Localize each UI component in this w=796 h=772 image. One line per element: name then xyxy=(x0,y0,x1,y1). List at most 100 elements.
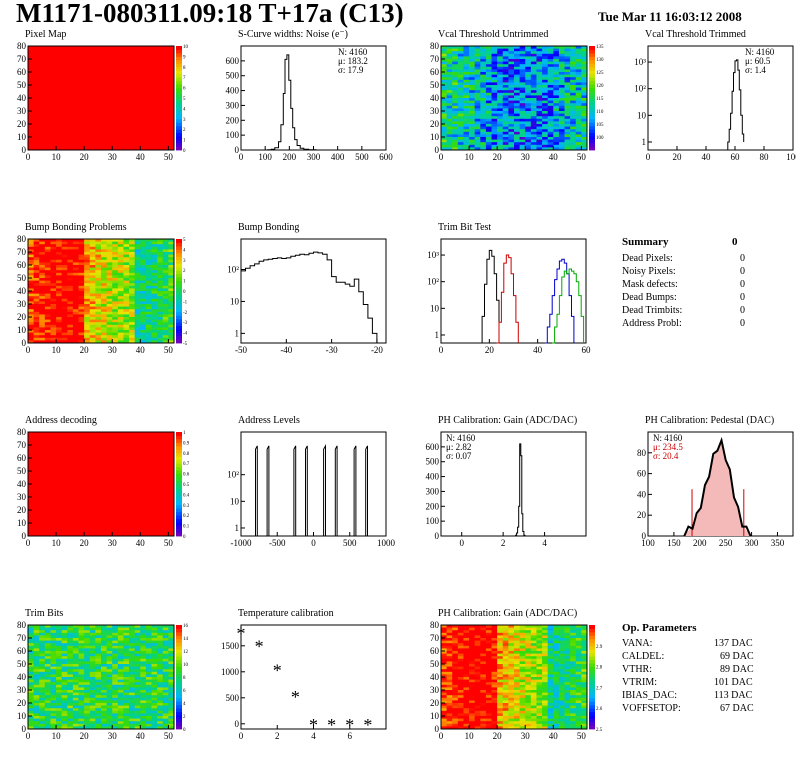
heatmap-cell xyxy=(497,137,504,140)
heatmap-cell xyxy=(497,692,504,696)
heatmap-cell xyxy=(72,632,79,636)
heatmap-cell xyxy=(95,705,102,709)
heatmap-cell xyxy=(117,262,124,266)
heatmap-cell xyxy=(581,671,588,675)
heatmap-cell xyxy=(61,690,68,693)
heatmap-cell xyxy=(502,643,509,647)
heatmap-cell xyxy=(502,108,509,112)
heatmap-cell xyxy=(117,283,124,287)
heatmap-cell xyxy=(553,713,560,717)
heatmap-cell xyxy=(101,630,108,634)
heatmap-cell xyxy=(95,671,102,675)
heatmap-cell xyxy=(446,653,453,657)
heatmap-cell xyxy=(553,677,560,680)
heatmap-cell xyxy=(145,241,152,245)
heatmap-cell xyxy=(474,721,481,725)
y-tick-label: 1 xyxy=(235,328,240,338)
heatmap-cell xyxy=(547,48,554,52)
heatmap-cell xyxy=(78,695,85,699)
heatmap-cell xyxy=(570,630,577,634)
heatmap-cell xyxy=(446,674,453,678)
heatmap-cell xyxy=(84,252,91,255)
heatmap-cell xyxy=(514,721,521,725)
heatmap-cell xyxy=(157,695,164,699)
heatmap-cell xyxy=(553,82,560,86)
pedestal-fill xyxy=(684,444,751,536)
heatmap-cell xyxy=(497,700,504,704)
heatmap-cell xyxy=(33,716,40,719)
heatmap-cell xyxy=(67,669,74,673)
heatmap-cell xyxy=(502,137,509,140)
heatmap-cell xyxy=(140,254,147,258)
heatmap-cell xyxy=(89,677,96,680)
heatmap-cell xyxy=(581,645,588,649)
heatmap-cell xyxy=(89,330,96,333)
heatmap-cell xyxy=(151,291,158,294)
heatmap-cell xyxy=(575,59,582,62)
heatmap-cell xyxy=(469,671,476,675)
x-tick-label: 20 xyxy=(493,731,503,741)
heatmap-cell xyxy=(491,98,498,101)
heatmap-cell xyxy=(469,723,476,727)
y-tick-label: 0 xyxy=(435,724,440,734)
heatmap-cell xyxy=(452,708,459,712)
heatmap-cell xyxy=(33,635,40,639)
heatmap-cell xyxy=(497,56,504,60)
heatmap-cell xyxy=(89,254,96,258)
heatmap-cell xyxy=(28,695,35,699)
heatmap-cell xyxy=(530,695,537,699)
heatmap-cell xyxy=(33,682,40,686)
heatmap-cell xyxy=(39,705,46,709)
heatmap-cell xyxy=(78,671,85,675)
heatmap-cell xyxy=(575,98,582,101)
heatmap-cell xyxy=(474,69,481,73)
heatmap-cell xyxy=(497,61,504,65)
heatmap-cell xyxy=(474,692,481,696)
heatmap-cell xyxy=(519,79,526,83)
heatmap-cell xyxy=(39,254,46,258)
heatmap-cell xyxy=(497,85,504,88)
heatmap-cell xyxy=(157,278,164,281)
heatmap-cell xyxy=(145,306,152,310)
heatmap-cell xyxy=(519,95,526,99)
heatmap-cell xyxy=(570,118,577,122)
heatmap-cell xyxy=(44,658,51,662)
heatmap-cell xyxy=(564,142,571,146)
heatmap-cell xyxy=(575,90,582,94)
heatmap-cell xyxy=(95,695,102,699)
heatmap-cell xyxy=(452,645,459,649)
heatmap-cell xyxy=(514,708,521,712)
heatmap-cell xyxy=(44,288,51,292)
heatmap-cell xyxy=(581,79,588,83)
heatmap-cell xyxy=(129,322,136,326)
heatmap-cell xyxy=(497,695,504,699)
heatmap-cell xyxy=(553,695,560,699)
heatmap-cell xyxy=(508,627,515,631)
heatmap-cell xyxy=(491,695,498,699)
heatmap-cell xyxy=(536,630,543,634)
heatmap-cell xyxy=(106,674,113,678)
colorbar-step xyxy=(176,670,182,674)
x-tick-label: 0 xyxy=(439,152,444,162)
heatmap-cell xyxy=(564,658,571,662)
op-param-label: VANA: xyxy=(622,638,653,649)
heatmap-cell xyxy=(474,635,481,639)
heatmap-cell xyxy=(89,296,96,300)
heatmap-cell xyxy=(117,695,124,699)
heatmap-cell xyxy=(44,272,51,276)
heatmap-cell xyxy=(61,643,68,647)
heatmap-cell xyxy=(542,82,549,86)
heatmap-cell xyxy=(564,121,571,125)
heatmap-cell xyxy=(67,687,74,691)
heatmap-cell xyxy=(61,249,68,253)
heatmap-cell xyxy=(28,638,35,641)
heatmap-cell xyxy=(480,103,487,107)
heatmap-cell xyxy=(117,239,124,242)
heatmap-cell xyxy=(553,705,560,709)
heatmap-cell xyxy=(28,322,35,326)
heatmap-cell xyxy=(508,700,515,704)
y-tick-label: 10 xyxy=(430,132,440,142)
heatmap-cell xyxy=(581,677,588,680)
heatmap-cell xyxy=(123,718,130,722)
heatmap-cell xyxy=(112,241,119,245)
